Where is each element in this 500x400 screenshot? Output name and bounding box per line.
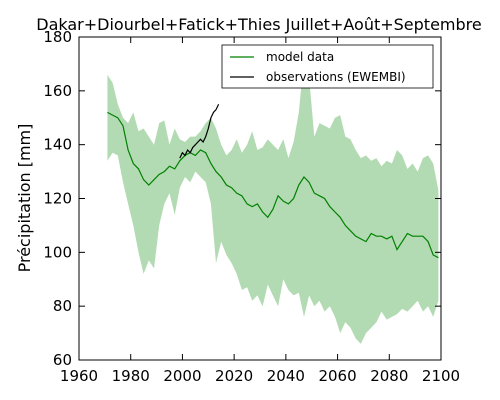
y-tick-label-160: 160 [43,82,72,100]
x-tick-label-2080: 2080 [370,367,408,385]
y-tick-label-60: 60 [53,351,72,369]
y-tick-label-140: 140 [43,136,72,154]
x-tick-label-1960: 1960 [60,367,98,385]
chart-title: Dakar+Diourbel+Fatick+Thies Juillet+Août… [36,15,481,34]
x-tick-label-2060: 2060 [318,367,356,385]
x-tick-label-2100: 2100 [422,367,460,385]
y-axis-label: Précipitation [mm] [15,124,34,273]
y-axis: 60 80 100 120 140 160 180 [43,28,441,369]
plot-area [107,58,439,344]
y-tick-label-120: 120 [43,190,72,208]
x-tick-label-2000: 2000 [163,367,201,385]
x-tick-label-1980: 1980 [112,367,150,385]
x-tick-label-2040: 2040 [267,367,305,385]
x-tick-label-2020: 2020 [215,367,253,385]
x-axis: 1960 1980 2000 2020 2040 2060 2080 2100 [60,37,460,385]
legend-label-model-data: model data [266,50,334,64]
model-spread-band [107,58,439,344]
model-data-line [107,111,439,259]
legend: model data observations (EWEMBI) [221,44,434,89]
legend-label-observations: observations (EWEMBI) [266,70,406,84]
y-tick-label-100: 100 [43,243,72,261]
y-tick-label-80: 80 [53,297,72,315]
legend-box [221,44,434,89]
y-tick-label-180: 180 [43,28,72,46]
observations-line [179,104,220,159]
